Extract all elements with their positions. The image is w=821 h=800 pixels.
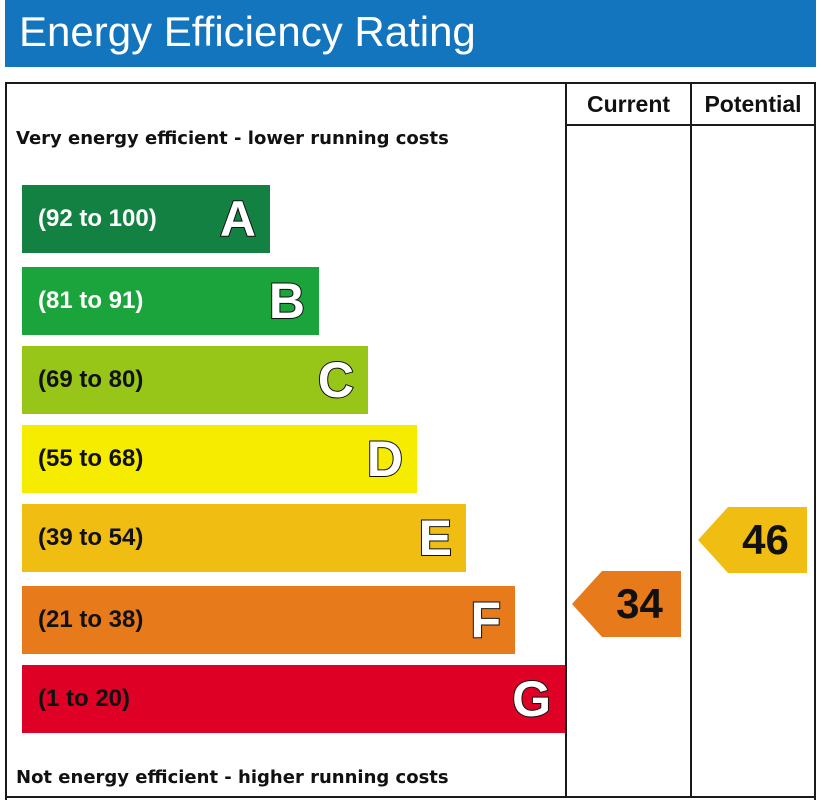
band-c: (69 to 80) C bbox=[22, 346, 368, 414]
band-letter: D bbox=[366, 430, 404, 488]
band-range-label: (69 to 80) bbox=[38, 366, 144, 393]
band-range-label: (92 to 100) bbox=[38, 205, 157, 232]
band-letter: F bbox=[469, 591, 502, 649]
band-g: (1 to 20) G bbox=[22, 665, 565, 733]
band-e: (39 to 54) E bbox=[22, 504, 466, 572]
band-letter: E bbox=[418, 509, 453, 567]
band-letter: B bbox=[268, 272, 306, 330]
current-pointer-arrow bbox=[572, 571, 681, 637]
pointer-shape bbox=[572, 571, 681, 637]
band-d: (55 to 68) D bbox=[22, 425, 417, 493]
current-rating-pointer: 34 bbox=[572, 571, 681, 637]
band-f: (21 to 38) F bbox=[22, 586, 515, 654]
top-caption: Very energy efficient - lower running co… bbox=[16, 128, 449, 149]
footer-divider bbox=[5, 796, 816, 798]
band-range-label: (39 to 54) bbox=[38, 524, 144, 551]
band-a: (92 to 100) A bbox=[22, 185, 270, 253]
band-range-label: (21 to 38) bbox=[38, 606, 144, 633]
band-b: (81 to 91) B bbox=[22, 267, 319, 335]
bottom-caption: Not energy efficient - higher running co… bbox=[16, 767, 449, 788]
potential-column-header: Potential bbox=[704, 91, 802, 117]
band-range-label: (81 to 91) bbox=[38, 287, 144, 314]
potential-pointer-arrow bbox=[698, 507, 807, 573]
title-bar: Energy Efficiency Rating bbox=[5, 0, 816, 67]
pointer-shape bbox=[698, 507, 807, 573]
band-letter: C bbox=[317, 351, 355, 409]
rating-table bbox=[5, 82, 816, 800]
potential-rating-value: 46 bbox=[742, 516, 789, 563]
divider-current-potential bbox=[690, 84, 692, 796]
band-letter: G bbox=[511, 670, 552, 728]
potential-rating-pointer: 46 bbox=[698, 507, 807, 573]
band-range-label: (55 to 68) bbox=[38, 445, 144, 472]
current-column-header: Current bbox=[586, 91, 671, 117]
band-range-label: (1 to 20) bbox=[38, 685, 131, 712]
divider-bands-current bbox=[565, 84, 567, 796]
header-divider bbox=[565, 124, 816, 126]
band-letter: A bbox=[219, 190, 257, 248]
current-rating-value: 34 bbox=[616, 580, 663, 627]
chart-title: Energy Efficiency Rating bbox=[19, 8, 476, 55]
